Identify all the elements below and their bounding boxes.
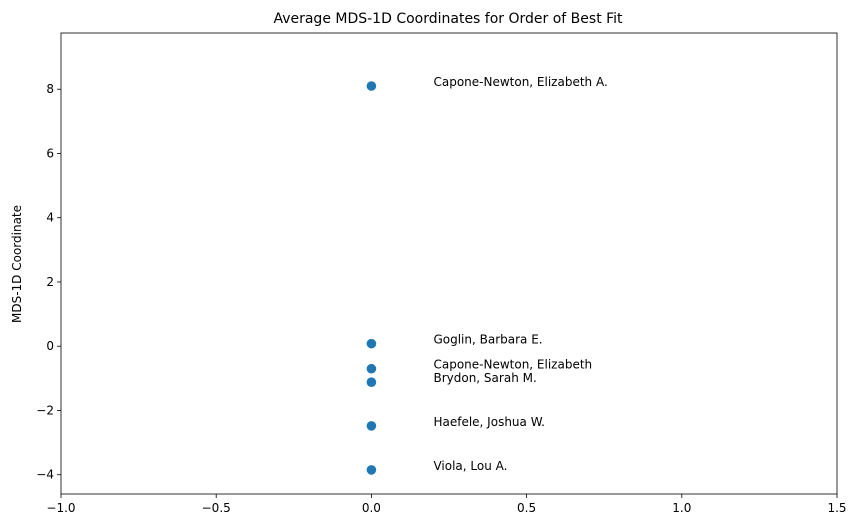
y-tick-label: −4 bbox=[36, 468, 54, 482]
point-label: Capone-Newton, Elizabeth bbox=[433, 358, 592, 372]
y-axis-title: MDS-1D Coordinate bbox=[10, 205, 24, 323]
point-label: Capone-Newton, Elizabeth A. bbox=[433, 75, 607, 89]
y-tick-label: −2 bbox=[36, 403, 54, 417]
data-point bbox=[366, 421, 377, 431]
x-tick-label: 1.0 bbox=[672, 501, 691, 515]
plot-frame bbox=[60, 32, 838, 495]
x-axis: −1.0 −0.5 0.0 0.5 1.0 1.5 bbox=[46, 494, 847, 515]
point-annotations: Capone-Newton, Elizabeth A. Goglin, Barba… bbox=[433, 75, 607, 473]
y-tick-label: 6 bbox=[46, 146, 54, 160]
data-point bbox=[366, 465, 377, 475]
x-tick-label: −1.0 bbox=[46, 501, 75, 515]
y-tick-label: 8 bbox=[46, 82, 54, 96]
y-tick-label: 2 bbox=[46, 275, 54, 289]
data-points bbox=[366, 81, 377, 475]
y-tick-label: 0 bbox=[46, 339, 54, 353]
x-tick-label: 1.5 bbox=[827, 501, 846, 515]
data-point bbox=[366, 363, 377, 374]
data-point bbox=[366, 81, 377, 91]
y-tick-label: 4 bbox=[46, 211, 54, 225]
point-label: Haefele, Joshua W. bbox=[433, 415, 545, 429]
point-label: Viola, Lou A. bbox=[433, 459, 507, 473]
point-label: Goglin, Barbara E. bbox=[433, 333, 542, 347]
y-axis: −4 −2 0 2 4 6 8 bbox=[36, 82, 61, 482]
point-label: Brydon, Sarah M. bbox=[433, 371, 536, 385]
chart-title: Average MDS-1D Coordinates for Order of … bbox=[273, 11, 623, 27]
x-tick-label: 0.0 bbox=[362, 501, 381, 515]
data-point bbox=[366, 338, 377, 349]
x-tick-label: −0.5 bbox=[202, 501, 231, 515]
data-point bbox=[366, 377, 377, 388]
x-tick-label: 0.5 bbox=[517, 501, 536, 515]
